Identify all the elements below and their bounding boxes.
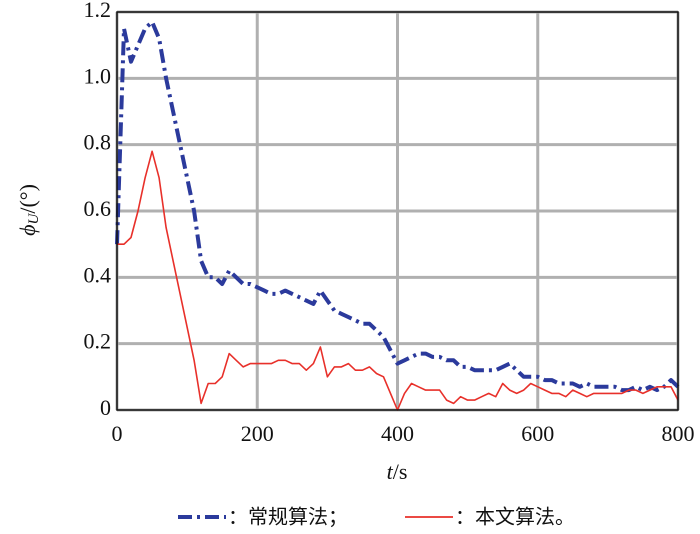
y-tick-label: 1.0 (84, 63, 112, 88)
y-tick-label: 1.2 (84, 0, 112, 22)
plot-frame (116, 11, 679, 411)
y-label-symbol: ϕ (15, 225, 40, 236)
legend: ：常规算法； ：本文算法。 (178, 505, 575, 529)
y-axis-label: ϕU/(°) (15, 184, 42, 236)
y-tick-label: 0 (100, 395, 111, 420)
x-label-unit: /s (393, 459, 408, 484)
y-tick-label: 0.4 (84, 262, 112, 287)
y-tick-label: 0.6 (84, 196, 112, 221)
x-tick-label: 600 (521, 421, 554, 446)
y-tick-label: 0.8 (84, 130, 112, 155)
x-tick-label: 400 (381, 421, 414, 446)
x-tick-label: 200 (241, 421, 274, 446)
y-tick-label: 0.2 (84, 329, 112, 354)
series-line (115, 19, 680, 393)
legend-label: ：本文算法。 (455, 505, 575, 529)
y-label-subscript: U (26, 213, 42, 225)
legend-label: ：常规算法； (228, 505, 348, 529)
x-tick-label: 800 (662, 421, 695, 446)
x-tick-label: 0 (112, 421, 123, 446)
x-axis-label: t/s (387, 459, 408, 484)
x-label-symbol: t (387, 459, 394, 484)
y-label-unit: /(°) (15, 184, 40, 214)
